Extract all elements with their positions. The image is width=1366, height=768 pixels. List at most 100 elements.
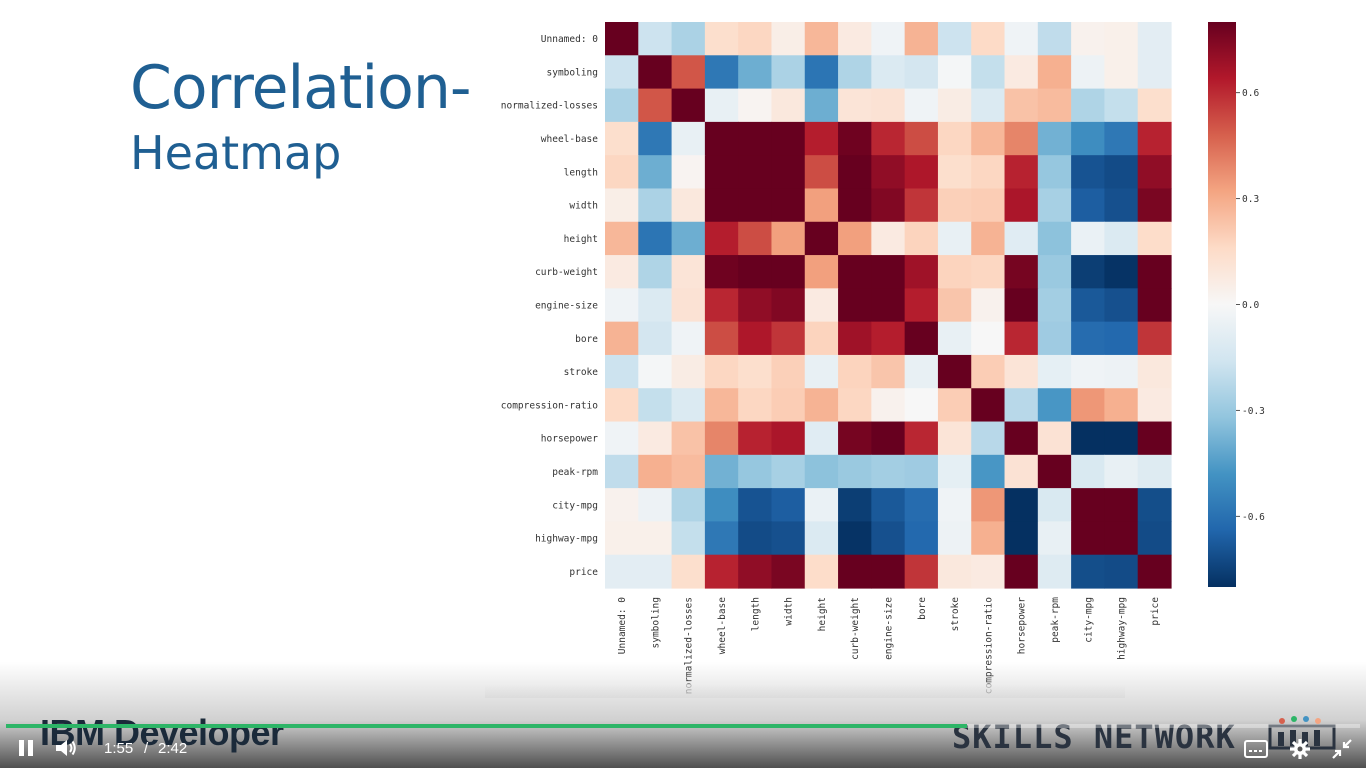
heatmap-cell	[871, 354, 906, 389]
heatmap-cell	[804, 155, 839, 190]
heatmap-cell	[605, 55, 639, 90]
heatmap-cell	[838, 88, 872, 123]
heatmap-cell	[937, 255, 972, 289]
heatmap-cell	[937, 388, 972, 423]
heatmap-cell	[1137, 521, 1172, 556]
heatmap-cell	[671, 155, 706, 190]
current-time: 1:55	[104, 740, 134, 757]
heatmap-cell	[671, 354, 706, 389]
heatmap-cell	[871, 155, 906, 190]
duration: 2:42	[158, 740, 188, 757]
heatmap-cell	[1104, 155, 1139, 190]
heatmap-cell	[937, 188, 972, 223]
heatmap-cell	[671, 454, 706, 489]
heatmap-cell	[638, 554, 673, 589]
heatmap-cell	[771, 55, 806, 90]
volume-icon[interactable]	[54, 738, 78, 758]
heatmap-cell	[1071, 121, 1106, 156]
exit-fullscreen-icon[interactable]	[1331, 738, 1353, 760]
heatmap-cell	[904, 354, 939, 389]
heatmap-cell	[738, 421, 773, 456]
heatmap-cell	[904, 421, 939, 456]
heatmap-cell	[1037, 321, 1072, 356]
heatmap-cell	[638, 388, 673, 423]
heatmap-cell	[1104, 22, 1139, 56]
heatmap-cell	[1037, 255, 1072, 289]
x-tick-label: curb-weight	[850, 597, 861, 660]
heatmap-cell	[704, 155, 739, 190]
heatmap-cell	[1037, 388, 1072, 423]
heatmap-cell	[1071, 88, 1106, 123]
heatmap-cell	[738, 488, 773, 523]
heatmap-cell	[804, 88, 839, 123]
heatmap-cell	[638, 288, 673, 323]
y-tick-label: horsepower	[541, 434, 598, 445]
heatmap-cell	[1004, 288, 1039, 323]
heatmap-cell	[937, 22, 972, 56]
heatmap-cell	[638, 454, 673, 489]
heatmap-cell	[804, 121, 839, 156]
heatmap-cell	[838, 288, 872, 323]
heatmap-cell	[704, 55, 739, 90]
heatmap-cell	[804, 188, 839, 223]
heatmap-cell	[904, 22, 939, 56]
heatmap-cell	[638, 521, 673, 556]
heatmap-cell	[771, 488, 806, 523]
heatmap-cell	[1071, 454, 1106, 489]
heatmap-cell	[1104, 221, 1139, 256]
heatmap-cell	[838, 421, 872, 456]
heatmap-cell	[738, 454, 773, 489]
heatmap-cell	[1004, 22, 1039, 56]
x-tick-label: height	[817, 597, 828, 631]
heatmap-cell	[738, 88, 773, 123]
y-tick-label: price	[569, 567, 598, 578]
heatmap-cell	[937, 421, 972, 456]
heatmap-cell	[671, 88, 706, 123]
heatmap-cell	[804, 354, 839, 389]
time-separator: /	[144, 740, 149, 757]
heatmap-cell	[1037, 521, 1072, 556]
colorbar-tick-label: 0.0	[1242, 300, 1259, 311]
heatmap-cell	[1004, 554, 1039, 589]
seek-bar[interactable]	[6, 724, 1360, 728]
heatmap-cell	[638, 421, 673, 456]
y-tick-label: stroke	[564, 367, 599, 378]
x-tick-label: width	[784, 597, 795, 626]
heatmap-cell	[871, 121, 906, 156]
colorbar-tick-label: -0.3	[1242, 406, 1265, 417]
ibm-developer-logo: IBM Developer	[40, 712, 284, 753]
heatmap-cell	[1137, 88, 1172, 123]
gear-icon[interactable]	[1289, 738, 1311, 760]
heatmap-cell	[638, 55, 673, 90]
heatmap-cell	[1071, 354, 1106, 389]
heatmap-cell	[1004, 188, 1039, 223]
heatmap-cell	[937, 88, 972, 123]
heatmap-cell	[1104, 388, 1139, 423]
heatmap-cell	[1071, 155, 1106, 190]
heatmap-cell	[904, 188, 939, 223]
heatmap-cell	[605, 321, 639, 356]
heatmap-cell	[971, 255, 1006, 289]
heatmap-cell	[738, 255, 773, 289]
heatmap-cell	[1004, 388, 1039, 423]
pause-icon[interactable]	[17, 739, 37, 757]
heatmap-cell	[1137, 188, 1172, 223]
heatmap-cell	[871, 321, 906, 356]
heatmap-cell	[1071, 55, 1106, 90]
heatmap-cell	[671, 521, 706, 556]
x-tick-label: engine-size	[884, 597, 895, 660]
heatmap-cell	[771, 388, 806, 423]
heatmap-cell	[1137, 155, 1172, 190]
heatmap-cell	[904, 288, 939, 323]
heatmap-cell	[1071, 488, 1106, 523]
colorbar	[1208, 22, 1236, 587]
heatmap-cell	[1104, 488, 1139, 523]
heatmap-cell	[1137, 354, 1172, 389]
heatmap-cell	[971, 188, 1006, 223]
heatmap-cell	[771, 321, 806, 356]
heatmap-cell	[1137, 55, 1172, 90]
heatmap-cell	[838, 354, 872, 389]
heatmap-cell	[1137, 554, 1172, 589]
captions-icon[interactable]	[1244, 740, 1268, 758]
